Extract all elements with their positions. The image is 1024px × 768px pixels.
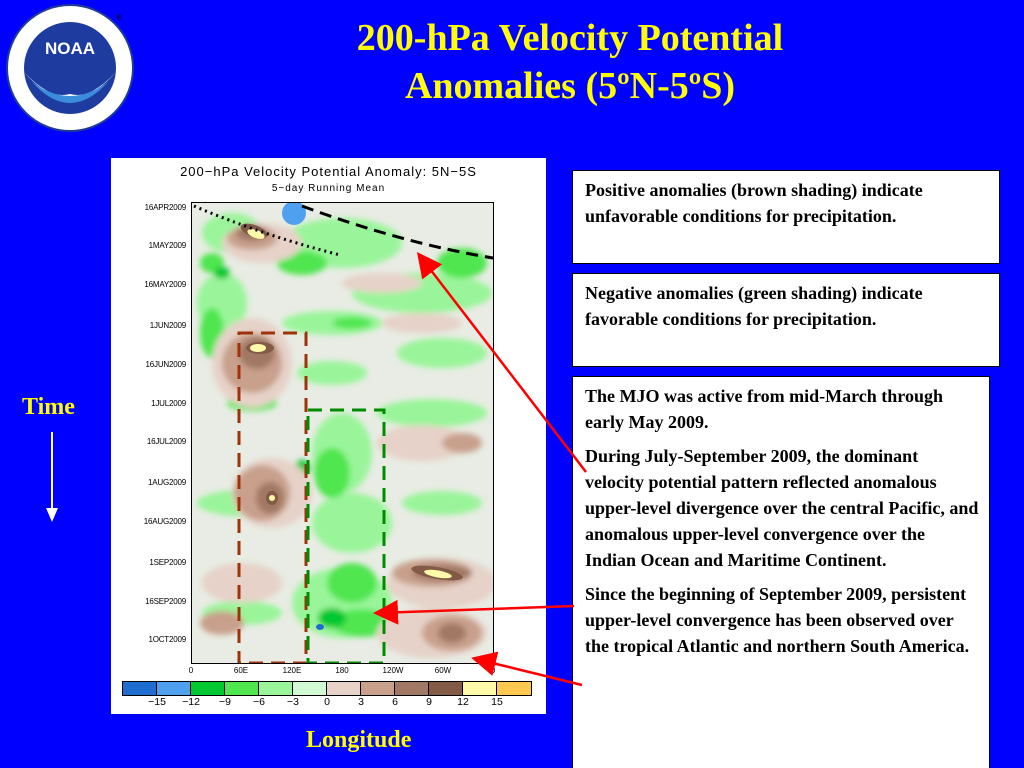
anomaly-field bbox=[192, 203, 493, 663]
date-label: 16SEP2009 bbox=[145, 597, 186, 606]
colorbar-swatch bbox=[191, 682, 225, 695]
lon-label: 0 bbox=[490, 666, 496, 675]
date-label: 1JUN2009 bbox=[149, 321, 186, 330]
colorbar-swatch bbox=[395, 682, 429, 695]
colorbar-tick: 6 bbox=[392, 696, 398, 708]
date-label: 16MAY2009 bbox=[144, 280, 186, 289]
colorbar-tick: 15 bbox=[491, 696, 503, 708]
colorbar-tick: 12 bbox=[457, 696, 469, 708]
since-sep-paragraph: Since the beginning of September 2009, p… bbox=[585, 584, 970, 656]
date-label: 1MAY2009 bbox=[148, 241, 187, 250]
colorbar-swatch bbox=[463, 682, 497, 695]
colorbar-tick: −15 bbox=[148, 696, 166, 708]
jul-sep-paragraph: During July-September 2009, the dominant… bbox=[585, 446, 979, 570]
noaa-logo: NOAA ® bbox=[6, 4, 134, 132]
brown-dashed-box bbox=[237, 331, 308, 663]
positive-anomalies-text: Positive anomalies (brown shading) indic… bbox=[585, 180, 923, 226]
mjo-dashed-line bbox=[301, 204, 493, 260]
date-label: 1OCT2009 bbox=[148, 635, 186, 644]
figure-subtitle: 5−day Running Mean bbox=[271, 183, 386, 194]
date-label: 1AUG2009 bbox=[148, 478, 186, 487]
time-arrow-icon bbox=[46, 432, 58, 522]
date-label: 16JUL2009 bbox=[146, 437, 186, 446]
lon-label: 180 bbox=[335, 666, 349, 675]
figure-title: 200−hPa Velocity Potential Anomaly: 5N−5… bbox=[180, 164, 477, 179]
colorbar-swatch bbox=[361, 682, 395, 695]
colorbar-tick: 9 bbox=[426, 696, 432, 708]
colorbar-swatch bbox=[225, 682, 259, 695]
date-label: 1SEP2009 bbox=[149, 558, 186, 567]
time-axis-label: Time bbox=[22, 394, 75, 420]
date-label: 16JUN2009 bbox=[145, 360, 187, 369]
colorbar-swatch bbox=[497, 682, 531, 695]
plot-area bbox=[191, 202, 494, 664]
mjo-paragraph: The MJO was active from mid-March throug… bbox=[585, 386, 943, 432]
lon-label: 60W bbox=[434, 666, 452, 675]
date-label: 1JUL2009 bbox=[151, 399, 186, 408]
colorbar-swatch bbox=[259, 682, 293, 695]
green-dashed-box bbox=[306, 408, 386, 663]
colorbar-swatch bbox=[123, 682, 157, 695]
colorbar-tick: −12 bbox=[182, 696, 200, 708]
colorbar-tick: 0 bbox=[324, 696, 330, 708]
hovmoller-figure: 200−hPa Velocity Potential Anomaly: 5N−5… bbox=[111, 158, 546, 714]
date-label: 16APR2009 bbox=[144, 203, 187, 212]
logo-wordmark: NOAA bbox=[45, 39, 95, 58]
colorbar-tick: −9 bbox=[219, 696, 231, 708]
date-label: 16AUG2009 bbox=[143, 517, 186, 526]
lon-label: 120E bbox=[282, 666, 302, 675]
colorbar-swatch bbox=[157, 682, 191, 695]
colorbar-swatch bbox=[293, 682, 327, 695]
colorbar bbox=[122, 681, 532, 696]
lon-label: 60E bbox=[233, 666, 249, 675]
slide-title: 200-hPa Velocity Potential Anomalies (5º… bbox=[250, 14, 890, 110]
colorbar-tick: 3 bbox=[358, 696, 364, 708]
discussion-box: The MJO was active from mid-March throug… bbox=[572, 376, 990, 768]
svg-text:®: ® bbox=[116, 13, 122, 22]
colorbar-tick: −6 bbox=[253, 696, 265, 708]
lon-label: 120W bbox=[382, 666, 404, 675]
longitude-axis-label: Longitude bbox=[306, 727, 412, 753]
colorbar-swatch bbox=[429, 682, 463, 695]
lon-label: 0 bbox=[188, 666, 194, 675]
negative-anomalies-box: Negative anomalies (green shading) indic… bbox=[572, 273, 1000, 367]
colorbar-tick: −3 bbox=[287, 696, 299, 708]
negative-anomalies-text: Negative anomalies (green shading) indic… bbox=[585, 283, 923, 329]
positive-anomalies-box: Positive anomalies (brown shading) indic… bbox=[572, 170, 1000, 264]
colorbar-swatch bbox=[327, 682, 361, 695]
title-line-1: 200-hPa Velocity Potential bbox=[356, 17, 784, 59]
title-line-2: Anomalies (5ºN-5ºS) bbox=[404, 65, 736, 107]
